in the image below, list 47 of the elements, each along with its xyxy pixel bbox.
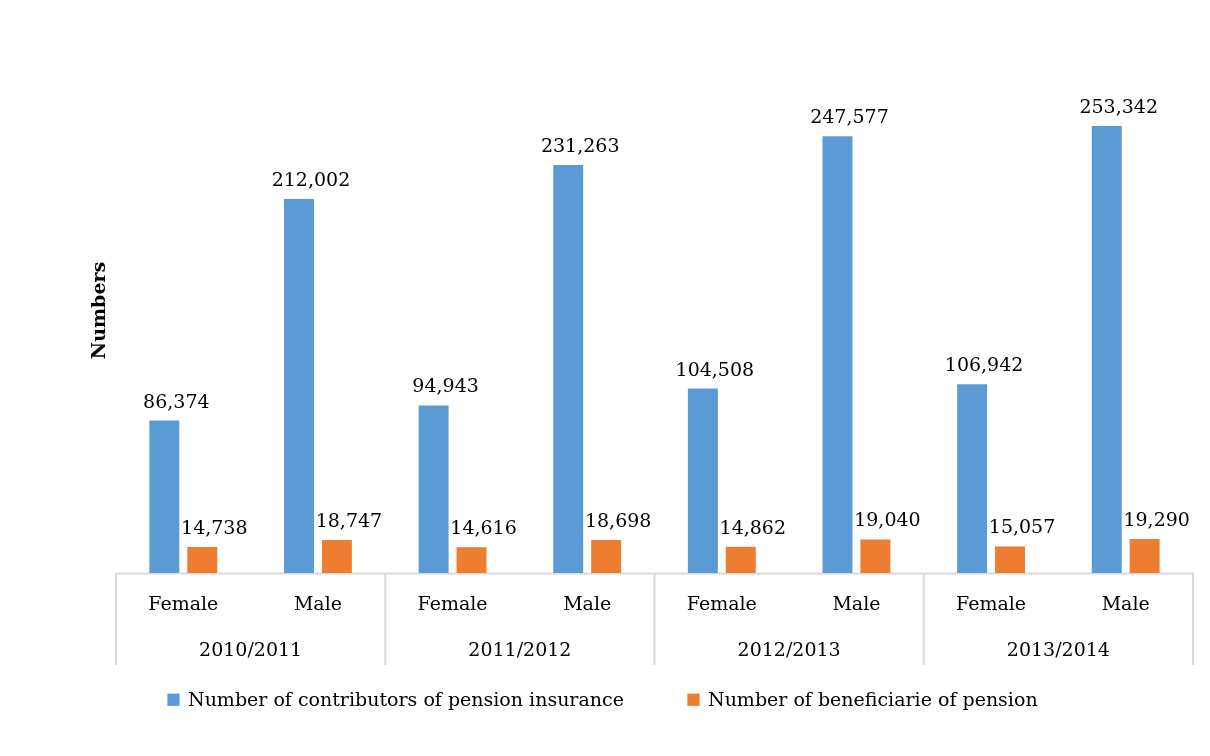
bar — [995, 546, 1025, 573]
x-tick-label: Female — [686, 591, 757, 614]
x-tick-label: Female — [148, 591, 219, 614]
bar — [725, 546, 756, 573]
data-label: 15,057 — [988, 515, 1056, 538]
y-axis-title: Numbers — [86, 261, 109, 360]
data-label: 231,263 — [540, 133, 620, 156]
data-label: 212,002 — [271, 167, 351, 190]
data-label: 14,616 — [450, 516, 517, 539]
legend-label: Number of contributors of pension insurance — [188, 687, 624, 710]
bar — [822, 136, 853, 573]
x-tick-label: Male — [563, 591, 612, 614]
bar — [553, 164, 584, 573]
data-label: 14,738 — [181, 516, 248, 538]
x-tick-label: Male — [832, 591, 881, 614]
data-label: 247,577 — [810, 105, 889, 128]
bar — [1129, 538, 1160, 573]
x-tick-label: Male — [1101, 591, 1150, 614]
x-tick-label: Female — [417, 591, 488, 614]
data-label: 104,508 — [675, 357, 755, 380]
bar — [187, 547, 218, 573]
bar — [284, 198, 314, 573]
bar — [149, 420, 180, 573]
x-tick-label: Male — [293, 591, 342, 614]
data-label: 18,698 — [584, 509, 652, 532]
data-label: 94,943 — [412, 374, 479, 397]
bar — [860, 539, 891, 573]
data-label: 19,040 — [854, 508, 921, 531]
text: 2013/2014 — [1006, 638, 1110, 660]
data-label: 253,342 — [1079, 95, 1159, 117]
bar — [456, 547, 487, 573]
text: 2012/2013 — [737, 638, 841, 660]
text: 2010/2011 — [199, 638, 303, 660]
bar — [957, 384, 988, 573]
bar — [418, 405, 449, 573]
data-label: 19,290 — [1123, 507, 1190, 530]
bar — [1091, 126, 1122, 573]
data-label: 18,747 — [315, 508, 383, 531]
data-label: 14,862 — [719, 515, 787, 538]
bar — [321, 539, 352, 573]
legend-label: Number of beneficiarie of pension — [708, 687, 1038, 710]
bar — [591, 540, 622, 573]
data-label: 106,942 — [944, 353, 1024, 376]
x-tick-label: Female — [956, 591, 1027, 614]
data-label: 86,374 — [143, 389, 210, 412]
text: 2011/2012 — [468, 638, 572, 660]
bar — [687, 388, 718, 573]
